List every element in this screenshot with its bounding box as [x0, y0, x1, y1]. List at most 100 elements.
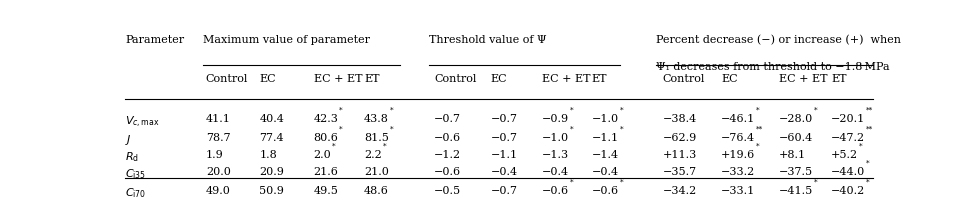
Text: Control: Control: [434, 74, 476, 84]
Text: +19.6: +19.6: [721, 150, 755, 160]
Text: Percent decrease (−) or increase (+)  when: Percent decrease (−) or increase (+) whe…: [656, 35, 901, 45]
Text: *: *: [815, 107, 817, 115]
Text: 1.8: 1.8: [260, 150, 277, 160]
Text: $R_{\mathrm{d}}$: $R_{\mathrm{d}}$: [125, 150, 139, 164]
Text: 77.4: 77.4: [260, 133, 284, 143]
Text: **: **: [866, 107, 874, 115]
Text: **: **: [866, 125, 873, 133]
Text: −1.3: −1.3: [541, 150, 569, 160]
Text: −0.6: −0.6: [592, 186, 619, 196]
Text: $C_{\mathrm{i35}}$: $C_{\mathrm{i35}}$: [125, 167, 147, 181]
Text: −0.6: −0.6: [434, 167, 462, 177]
Text: −0.9: −0.9: [541, 115, 569, 124]
Text: −0.4: −0.4: [592, 167, 619, 177]
Text: −44.0: −44.0: [831, 167, 865, 177]
Text: −0.7: −0.7: [434, 115, 461, 124]
Text: Control: Control: [662, 74, 705, 84]
Text: EC + ET: EC + ET: [541, 74, 590, 84]
Text: 80.6: 80.6: [314, 133, 338, 143]
Text: Control: Control: [206, 74, 248, 84]
Text: 1.9: 1.9: [206, 150, 224, 160]
Text: −1.1: −1.1: [491, 150, 518, 160]
Text: 43.8: 43.8: [364, 115, 389, 124]
Text: 21.0: 21.0: [364, 167, 389, 177]
Text: 41.1: 41.1: [206, 115, 230, 124]
Text: −0.7: −0.7: [491, 115, 518, 124]
Text: *: *: [383, 142, 386, 150]
Text: +5.2: +5.2: [831, 150, 858, 160]
Text: *: *: [815, 178, 817, 186]
Text: *: *: [570, 107, 573, 115]
Text: −46.1: −46.1: [721, 115, 755, 124]
Text: *: *: [756, 107, 760, 115]
Text: Threshold value of Ψ: Threshold value of Ψ: [429, 35, 546, 45]
Text: ET: ET: [592, 74, 608, 84]
Text: EC: EC: [721, 74, 738, 84]
Text: −33.2: −33.2: [721, 167, 755, 177]
Text: 2.2: 2.2: [364, 150, 382, 160]
Text: +8.1: +8.1: [780, 150, 806, 160]
Text: −33.1: −33.1: [721, 186, 755, 196]
Text: −62.9: −62.9: [662, 133, 697, 143]
Text: ET: ET: [364, 74, 379, 84]
Text: 21.6: 21.6: [314, 167, 338, 177]
Text: −0.5: −0.5: [434, 186, 462, 196]
Text: −1.2: −1.2: [434, 150, 462, 160]
Text: $C_{\mathrm{i70}}$: $C_{\mathrm{i70}}$: [125, 186, 147, 200]
Text: EC: EC: [260, 74, 276, 84]
Text: EC: EC: [491, 74, 507, 84]
Text: −0.7: −0.7: [491, 186, 518, 196]
Text: *: *: [866, 160, 870, 168]
Text: −0.7: −0.7: [491, 133, 518, 143]
Text: −41.5: −41.5: [780, 186, 814, 196]
Text: −37.5: −37.5: [780, 167, 814, 177]
Text: −34.2: −34.2: [662, 186, 697, 196]
Text: $V_{c,\mathrm{max}}$: $V_{c,\mathrm{max}}$: [125, 115, 159, 129]
Text: −20.1: −20.1: [831, 115, 865, 124]
Text: 50.9: 50.9: [260, 186, 284, 196]
Text: −0.6: −0.6: [434, 133, 462, 143]
Text: −40.2: −40.2: [831, 186, 865, 196]
Text: *: *: [619, 125, 623, 133]
Text: −0.4: −0.4: [491, 167, 518, 177]
Text: *: *: [756, 142, 760, 150]
Text: −1.4: −1.4: [592, 150, 619, 160]
Text: *: *: [339, 125, 343, 133]
Text: −1.0: −1.0: [541, 133, 569, 143]
Text: *: *: [390, 107, 394, 115]
Text: **: **: [756, 125, 763, 133]
Text: −35.7: −35.7: [662, 167, 697, 177]
Text: *: *: [332, 142, 335, 150]
Text: −0.6: −0.6: [541, 186, 569, 196]
Text: Ψ₁ decreases from threshold to −1.8 MPa: Ψ₁ decreases from threshold to −1.8 MPa: [656, 62, 890, 72]
Text: ET: ET: [831, 74, 847, 84]
Text: *: *: [390, 125, 394, 133]
Text: −0.4: −0.4: [541, 167, 569, 177]
Text: Parameter: Parameter: [125, 35, 185, 45]
Text: 81.5: 81.5: [364, 133, 389, 143]
Text: *: *: [339, 107, 343, 115]
Text: 78.7: 78.7: [206, 133, 230, 143]
Text: *: *: [570, 178, 573, 186]
Text: 20.9: 20.9: [260, 167, 284, 177]
Text: −47.2: −47.2: [831, 133, 865, 143]
Text: 49.0: 49.0: [206, 186, 230, 196]
Text: +11.3: +11.3: [662, 150, 697, 160]
Text: 40.4: 40.4: [260, 115, 284, 124]
Text: *: *: [619, 107, 623, 115]
Text: $J$: $J$: [125, 133, 132, 147]
Text: −76.4: −76.4: [721, 133, 755, 143]
Text: 49.5: 49.5: [314, 186, 338, 196]
Text: −38.4: −38.4: [662, 115, 697, 124]
Text: *: *: [866, 178, 870, 186]
Text: 20.0: 20.0: [206, 167, 230, 177]
Text: 48.6: 48.6: [364, 186, 389, 196]
Text: Maximum value of parameter: Maximum value of parameter: [203, 35, 370, 45]
Text: EC + ET: EC + ET: [314, 74, 363, 84]
Text: −1.1: −1.1: [592, 133, 619, 143]
Text: *: *: [570, 125, 573, 133]
Text: −60.4: −60.4: [780, 133, 814, 143]
Text: *: *: [859, 142, 862, 150]
Text: −28.0: −28.0: [780, 115, 814, 124]
Text: −1.0: −1.0: [592, 115, 619, 124]
